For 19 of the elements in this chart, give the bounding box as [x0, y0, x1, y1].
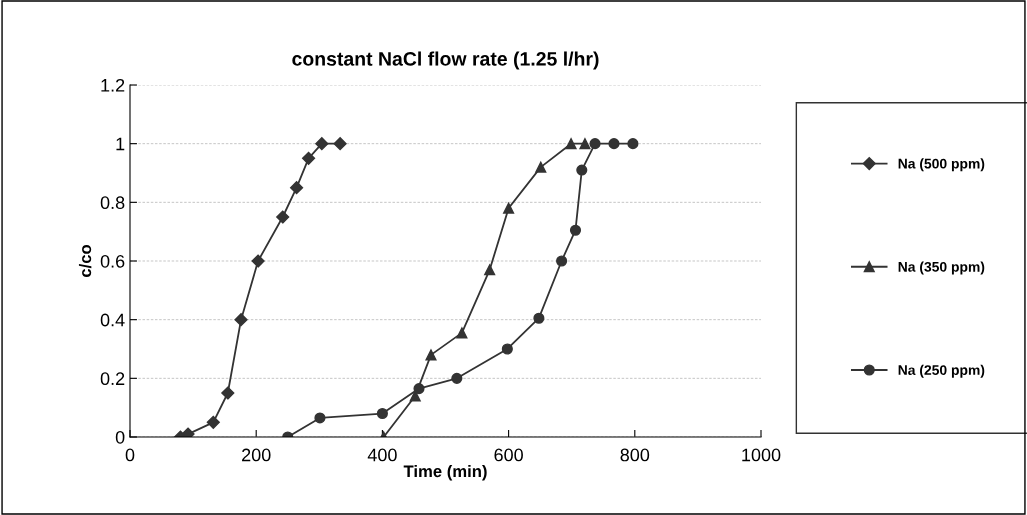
- legend-label: Na (250 ppm): [898, 364, 985, 378]
- x-tick-label: 200: [242, 448, 271, 462]
- y-axis-title: c/co: [78, 244, 92, 278]
- x-axis-title: Time (min): [403, 464, 487, 481]
- y-tick-label: 1.2: [101, 78, 125, 92]
- y-tick-label: 0.2: [100, 372, 125, 386]
- y-tick-label: 0: [115, 430, 125, 444]
- legend-label: Na (500 ppm): [898, 158, 985, 172]
- y-tick-label: 0.6: [100, 254, 125, 268]
- x-tick-label: 400: [367, 448, 397, 462]
- x-tick-label: 1000: [742, 448, 781, 462]
- y-tick-label: 1: [116, 137, 125, 151]
- x-tick-label: 0: [125, 448, 135, 462]
- y-tick-label: 0.8: [100, 196, 125, 210]
- y-tick-label: 0.4: [100, 313, 125, 327]
- legend-label: Na (350 ppm): [898, 261, 985, 275]
- x-tick-label: 800: [620, 448, 650, 462]
- chart-title: constant NaCl flow rate (1.25 l/hr): [292, 51, 599, 70]
- x-tick-label: 600: [494, 448, 523, 462]
